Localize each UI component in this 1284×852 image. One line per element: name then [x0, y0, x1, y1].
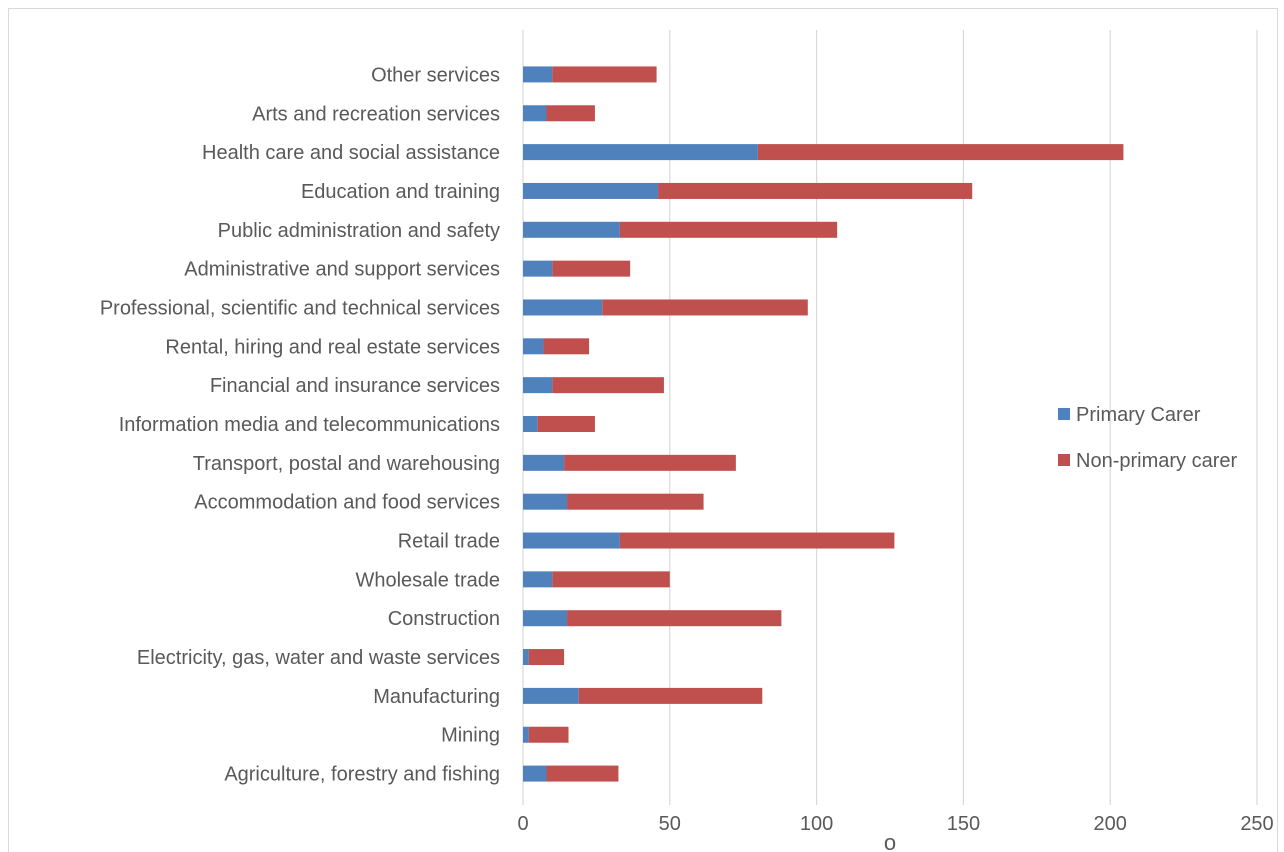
category-label: Information media and telecommunications: [119, 414, 500, 436]
bar-primary-12: [523, 532, 620, 549]
bar-primary-6: [523, 299, 603, 316]
legend-swatch-primary: [1058, 408, 1070, 420]
category-label: Administrative and support services: [184, 259, 500, 281]
bar-primary-9: [523, 416, 538, 432]
bar-primary-14: [523, 610, 568, 627]
bar-non-primary-3: [658, 182, 973, 199]
bar-primary-1: [523, 105, 547, 122]
category-label: Transport, postal and warehousing: [193, 453, 500, 475]
bar-non-primary-4: [619, 221, 838, 238]
chart-frame: [8, 8, 1278, 852]
category-label: Professional, scientific and technical s…: [100, 297, 500, 319]
x-tick-label: 100: [800, 813, 833, 835]
bar-primary-16: [523, 687, 579, 704]
category-label: Rental, hiring and real estate services: [165, 336, 500, 358]
bar-non-primary-2: [757, 144, 1124, 161]
bar-non-primary-13: [552, 571, 670, 588]
x-tick-labels: 0 50 100 150 200 250: [517, 813, 1273, 835]
category-label: Wholesale trade: [355, 569, 500, 591]
bar-primary-7: [523, 338, 544, 355]
bars: [523, 66, 1124, 782]
bar-primary-8: [523, 377, 553, 394]
bar-non-primary-12: [619, 532, 895, 549]
bar-primary-10: [523, 454, 565, 471]
bar-non-primary-17: [528, 726, 569, 743]
category-label: Accommodation and food services: [194, 492, 500, 514]
x-tick-label: 50: [659, 813, 681, 835]
category-label: Electricity, gas, water and waste servic…: [137, 647, 500, 669]
bar-non-primary-8: [552, 377, 664, 394]
category-labels: Other services Arts and recreation servic…: [100, 64, 500, 785]
bar-primary-15: [523, 649, 529, 666]
bar-primary-4: [523, 221, 620, 238]
bar-non-primary-1: [546, 105, 595, 122]
category-label: Agriculture, forestry and fishing: [224, 764, 500, 786]
bar-non-primary-6: [602, 299, 808, 316]
category-label: Public administration and safety: [218, 220, 500, 242]
category-label: Mining: [441, 725, 500, 747]
x-tick-label: 150: [947, 813, 980, 835]
legend: Primary Carer Non-primary carer: [1058, 404, 1237, 472]
bar-non-primary-18: [546, 765, 619, 782]
legend-label: Non-primary carer: [1076, 450, 1237, 472]
bar-primary-17: [523, 726, 529, 743]
bar-non-primary-15: [528, 649, 565, 666]
category-label: Retail trade: [398, 531, 500, 553]
bar-primary-5: [523, 260, 553, 277]
bar-non-primary-0: [552, 66, 657, 83]
bar-primary-2: [523, 144, 758, 161]
bar-primary-11: [523, 493, 568, 510]
bar-non-primary-7: [543, 338, 590, 355]
category-label: Health care and social assistance: [202, 142, 500, 164]
bar-non-primary-10: [564, 454, 736, 471]
legend-label: Primary Carer: [1076, 404, 1201, 426]
category-label: Arts and recreation services: [252, 103, 500, 125]
bar-primary-13: [523, 571, 553, 588]
bar-non-primary-5: [552, 260, 631, 277]
x-tick-label: 200: [1094, 813, 1127, 835]
bar-non-primary-11: [567, 493, 704, 510]
bar-non-primary-14: [567, 610, 782, 627]
bar-primary-0: [523, 66, 553, 83]
category-label: Financial and insurance services: [210, 375, 500, 397]
bar-primary-18: [523, 765, 547, 782]
bar-non-primary-16: [578, 687, 763, 704]
category-label: Education and training: [301, 181, 500, 203]
category-label: Other services: [371, 64, 500, 86]
x-tick-label: 0: [517, 813, 528, 835]
x-axis-title: o: [884, 830, 896, 852]
category-label: Construction: [388, 608, 500, 630]
bar-non-primary-9: [537, 416, 595, 432]
category-label: Manufacturing: [373, 686, 500, 708]
x-tick-label: 250: [1240, 813, 1273, 835]
bar-primary-3: [523, 182, 659, 199]
legend-swatch-non-primary: [1058, 454, 1070, 466]
